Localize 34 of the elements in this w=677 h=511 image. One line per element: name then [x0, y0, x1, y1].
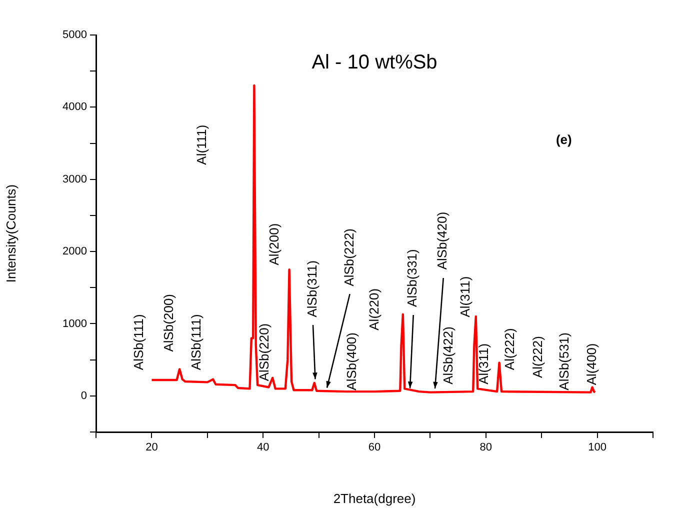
annotation: AlSb(531) — [556, 332, 572, 390]
x-axis-title: 2Theta(dgree) — [333, 490, 416, 506]
x-tick-label: 20 — [146, 442, 158, 454]
y-tick-label: 5000 — [62, 29, 87, 42]
annotation: AlSb(420) — [434, 212, 450, 270]
annotation: AlSb(111) — [188, 314, 204, 370]
y-tick-label: 0 — [80, 390, 87, 402]
x-tick-label: 80 — [480, 442, 492, 454]
annotation: Al(111) — [194, 124, 209, 165]
annotation: AlSb(311) — [304, 260, 320, 318]
annotation: Al(311) — [457, 276, 472, 318]
annotation: Al(220) — [366, 288, 382, 330]
annotation: Al(200) — [266, 223, 282, 266]
annotation: Al(222) — [530, 336, 545, 378]
annotation: AlSb(331) — [404, 249, 420, 307]
y-tick-label: 2000 — [62, 246, 87, 258]
x-tick-label: 100 — [588, 442, 606, 454]
annotation: Al(400) — [584, 343, 599, 386]
x-tick-label: 60 — [368, 442, 381, 454]
annotation: (e) — [556, 132, 572, 147]
text: Al - 10 wt%Sb — [312, 52, 438, 74]
annotation: AlSb(111) — [131, 314, 146, 370]
x-tick-label: 40 — [256, 442, 270, 454]
annotation: AlSb(220) — [256, 323, 272, 382]
annotation: Al(222) — [502, 328, 517, 370]
annotation: AlSb(222) — [342, 228, 357, 286]
annotation: AlSb(400) — [344, 332, 359, 390]
annotation: Al(311) — [476, 343, 491, 384]
y-tick-label: 1000 — [62, 318, 87, 330]
annotation: AlSb(422) — [440, 326, 456, 384]
y-axis-title: Intensity(Counts) — [3, 184, 18, 283]
y-tick-label: 4000 — [62, 101, 87, 114]
annotation: AlSb(200) — [161, 294, 176, 352]
y-tick-label: 3000 — [62, 173, 87, 186]
